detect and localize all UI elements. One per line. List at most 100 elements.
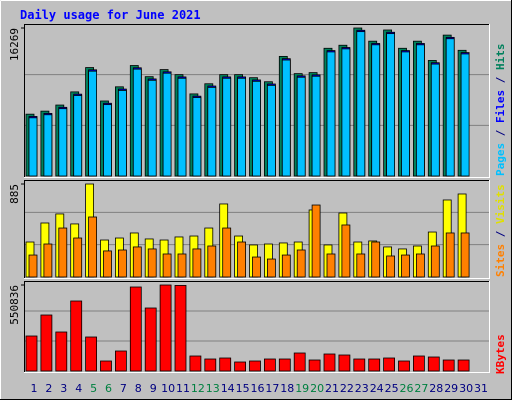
bar <box>311 204 321 278</box>
x-tick-label: 17 <box>265 382 279 395</box>
bar <box>55 331 68 372</box>
bar <box>43 114 53 177</box>
x-tick-label: 3 <box>60 382 67 395</box>
bar <box>412 355 425 372</box>
x-tick-label: 18 <box>280 382 294 395</box>
legend-entry: Visits <box>494 184 507 224</box>
legend-entry: Files <box>494 90 507 123</box>
legend-entry: Sites <box>494 244 507 277</box>
bar <box>323 353 336 372</box>
x-tick-label: 7 <box>120 382 127 395</box>
y-tick-label: 16269 <box>8 28 21 61</box>
bar <box>204 358 217 372</box>
x-tick-label: 22 <box>340 382 354 395</box>
bar <box>189 355 202 372</box>
bar <box>118 90 127 177</box>
bar <box>281 254 291 278</box>
y-tick-label: 885 <box>8 184 21 204</box>
bar <box>430 245 440 278</box>
bar <box>234 361 247 372</box>
x-tick-label: 14 <box>221 382 235 395</box>
bar <box>219 357 232 372</box>
separator: / <box>494 123 507 143</box>
bar <box>252 256 261 278</box>
bar <box>177 253 187 278</box>
plot-area <box>24 281 490 373</box>
bar <box>25 335 38 372</box>
x-tick-label: 16 <box>251 382 265 395</box>
bar <box>177 77 187 177</box>
bar <box>368 358 381 372</box>
bar <box>371 44 381 177</box>
x-tick-label: 15 <box>236 382 250 395</box>
x-tick-label: 2 <box>45 382 52 395</box>
x-tick-label: 9 <box>150 382 157 395</box>
bar <box>460 232 470 278</box>
legend-entry: KBytes <box>494 334 507 374</box>
bar <box>103 250 112 278</box>
bar <box>159 284 172 372</box>
bar <box>341 224 351 278</box>
bar <box>28 117 38 177</box>
bar <box>132 68 142 177</box>
bar <box>144 307 157 372</box>
bar <box>73 237 83 278</box>
bar <box>356 31 366 177</box>
bar <box>73 95 83 177</box>
bar <box>118 249 127 278</box>
bar <box>341 48 351 177</box>
bar <box>460 53 470 177</box>
bar <box>457 359 470 372</box>
legend: Pages / Files / Hits <box>494 44 507 177</box>
bar <box>263 358 276 372</box>
bar <box>415 44 425 177</box>
bar <box>293 352 306 372</box>
bar <box>338 354 351 372</box>
bar <box>58 227 68 278</box>
bar <box>266 258 276 278</box>
x-tick-label: 12 <box>191 382 205 395</box>
separator: / <box>494 224 507 244</box>
bar <box>252 80 261 177</box>
bar <box>398 360 410 372</box>
bar <box>237 241 247 278</box>
bar <box>174 285 187 372</box>
bar <box>207 86 217 177</box>
bar <box>356 253 366 278</box>
x-tick-label: 10 <box>161 382 175 395</box>
chart-title: Daily usage for June 2021 <box>20 8 201 22</box>
bar <box>427 356 440 372</box>
x-tick-label: 31 <box>474 382 488 395</box>
x-tick-label: 28 <box>429 382 443 395</box>
x-tick-label: 24 <box>370 382 384 395</box>
bar <box>222 227 232 278</box>
x-tick-label: 13 <box>206 382 220 395</box>
bar <box>192 97 202 177</box>
bar <box>442 359 455 372</box>
x-tick-label: 6 <box>105 382 112 395</box>
bar <box>103 104 112 177</box>
bar <box>311 75 321 177</box>
x-tick-label: 4 <box>75 382 82 395</box>
x-tick-label: 30 <box>459 382 473 395</box>
legend-entry: Hits <box>494 44 507 71</box>
bar <box>43 243 53 278</box>
bar <box>401 254 410 278</box>
bar <box>222 77 232 177</box>
bar <box>70 300 83 372</box>
bar <box>147 79 157 177</box>
bar <box>192 248 202 278</box>
bar <box>430 63 440 177</box>
x-tick-label: 1 <box>31 382 38 395</box>
x-tick-label: 5 <box>90 382 97 395</box>
bar <box>147 248 157 278</box>
bar <box>28 254 38 278</box>
bar <box>266 84 276 177</box>
y-tick-label: 550836 <box>8 285 21 325</box>
legend: Sites / Visits <box>494 184 507 277</box>
x-tick-label: 29 <box>444 382 458 395</box>
bar <box>386 33 396 177</box>
bar <box>207 245 217 278</box>
bar <box>401 51 410 177</box>
